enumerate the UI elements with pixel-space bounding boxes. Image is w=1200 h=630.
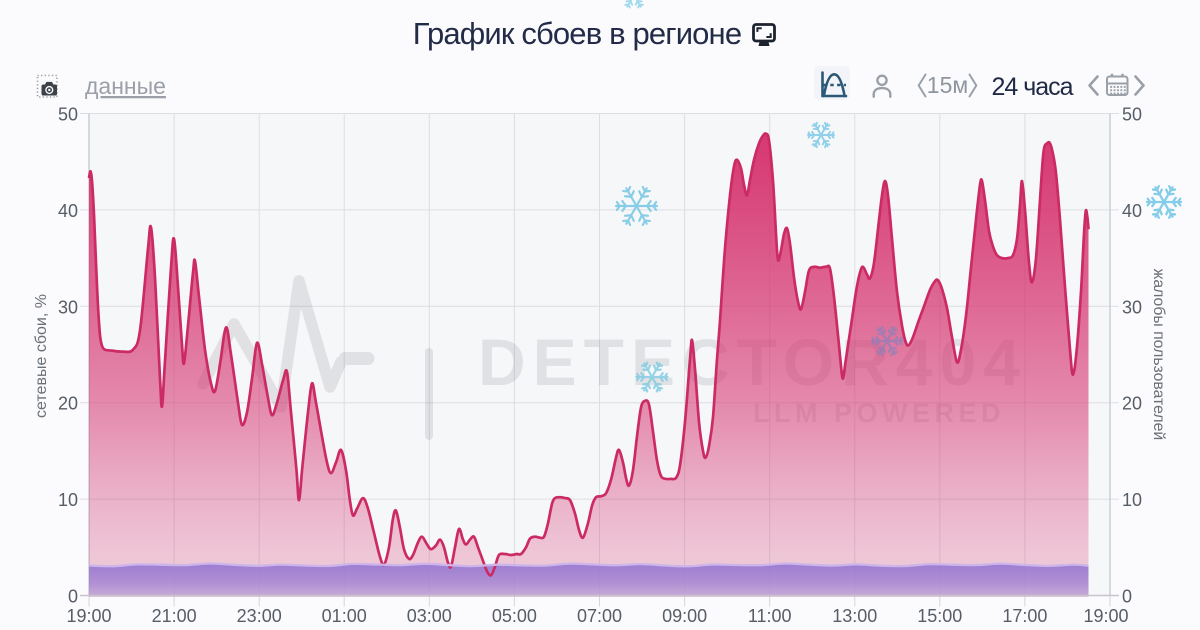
svg-text:10: 10 xyxy=(58,490,78,510)
svg-text:40: 40 xyxy=(1122,201,1142,221)
svg-text:10: 10 xyxy=(1122,490,1142,510)
svg-text:жалобы пользователей: жалобы пользователей xyxy=(1150,269,1167,440)
svg-text:05:00: 05:00 xyxy=(492,606,537,626)
svg-text:13:00: 13:00 xyxy=(832,606,877,626)
svg-text:24 часа: 24 часа xyxy=(991,73,1073,101)
svg-text:20: 20 xyxy=(58,394,78,414)
svg-text:20: 20 xyxy=(1122,394,1142,414)
svg-text:15м: 15м xyxy=(927,72,968,98)
svg-text:40: 40 xyxy=(58,201,78,221)
svg-text:30: 30 xyxy=(58,297,78,317)
svg-text:01:00: 01:00 xyxy=(322,606,367,626)
svg-text:11:00: 11:00 xyxy=(748,606,792,626)
svg-text:09:00: 09:00 xyxy=(662,606,707,626)
svg-text:15:00: 15:00 xyxy=(917,606,962,626)
svg-text:сетевые сбои, %: сетевые сбои, % xyxy=(33,294,50,418)
svg-text:30: 30 xyxy=(1122,297,1142,317)
svg-text:03:00: 03:00 xyxy=(407,606,452,626)
svg-text:данные: данные xyxy=(85,73,166,99)
svg-text:50: 50 xyxy=(1122,105,1142,125)
svg-text:19:00: 19:00 xyxy=(66,606,111,626)
svg-text:График сбоев в регионе: График сбоев в регионе xyxy=(413,16,741,51)
svg-text:21:00: 21:00 xyxy=(152,606,197,626)
svg-text:19:00: 19:00 xyxy=(1083,606,1128,626)
svg-text:07:00: 07:00 xyxy=(577,606,622,626)
svg-text:0: 0 xyxy=(68,587,78,607)
svg-text:17:00: 17:00 xyxy=(1002,606,1047,626)
svg-text:0: 0 xyxy=(1122,587,1132,607)
svg-text:23:00: 23:00 xyxy=(237,606,282,626)
svg-text:50: 50 xyxy=(58,105,78,125)
